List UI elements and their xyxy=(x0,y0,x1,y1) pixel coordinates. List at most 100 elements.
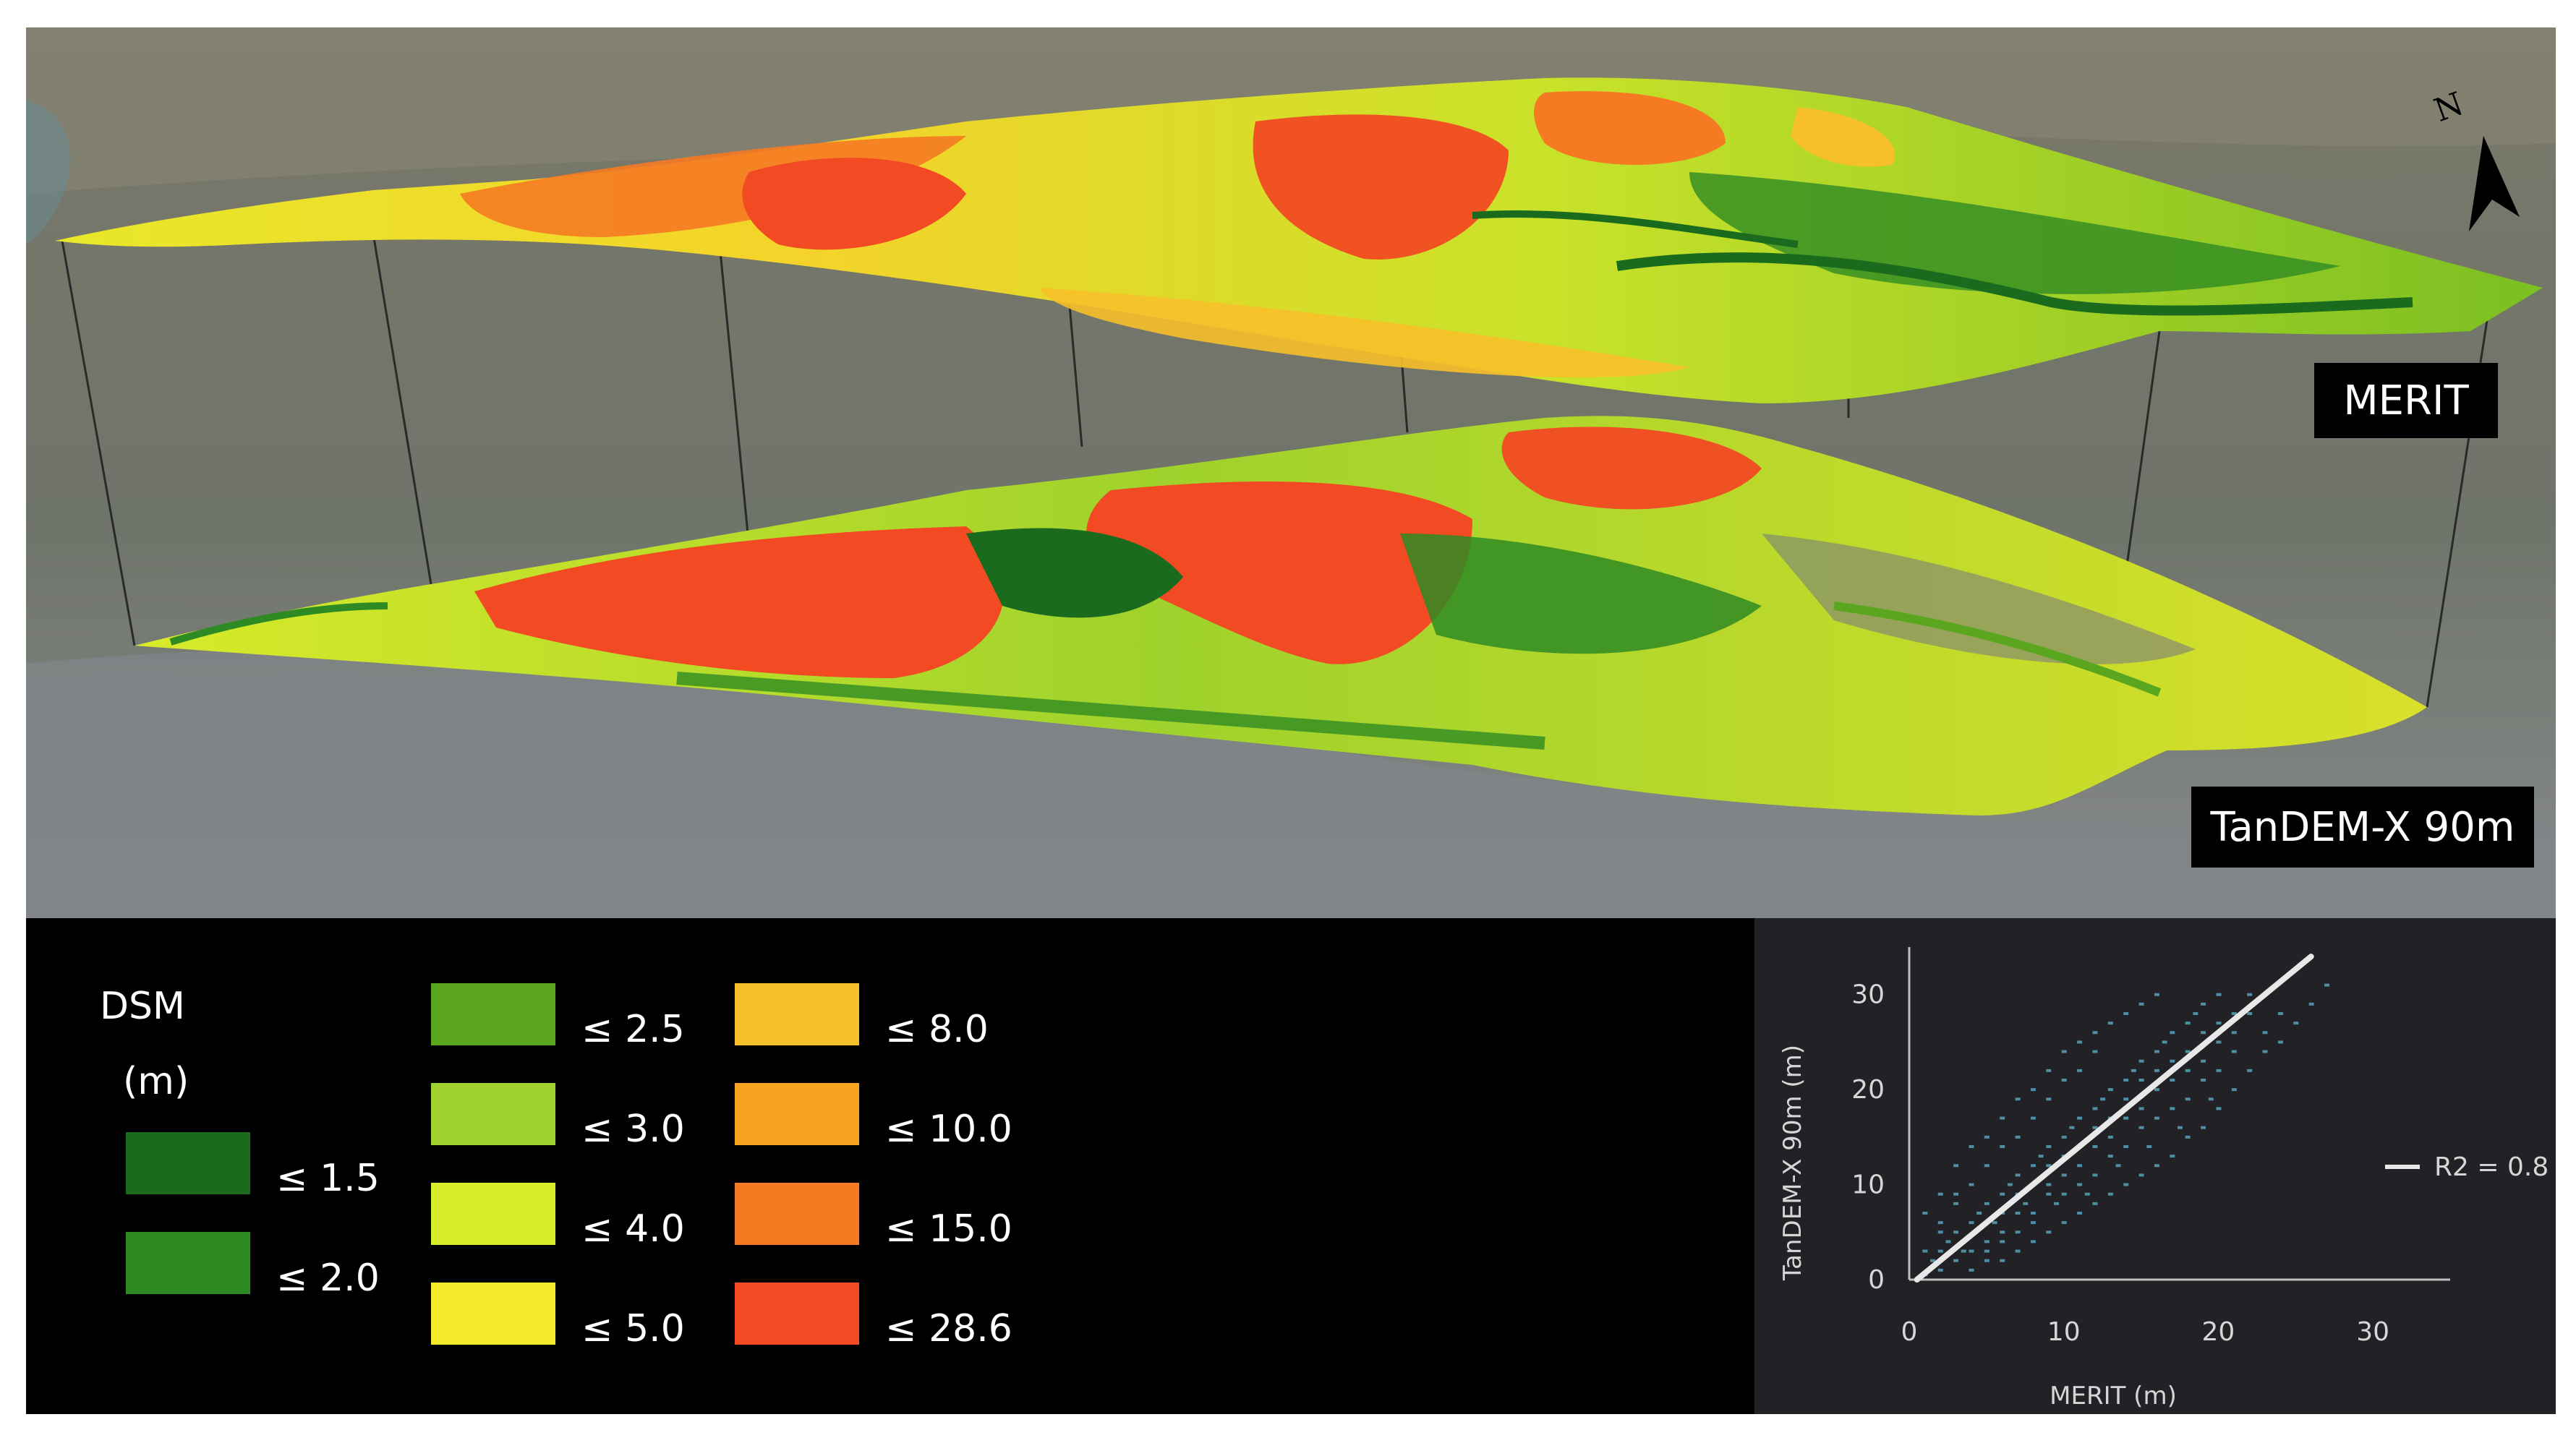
merit-dsm-layer xyxy=(55,77,2543,404)
scatter-point xyxy=(2231,1050,2237,1053)
scatter-point xyxy=(2262,1050,2268,1053)
scatter-point xyxy=(2185,1097,2191,1101)
scatter-point xyxy=(2262,1031,2268,1035)
scatter-point xyxy=(2185,1135,2191,1139)
legend-label-1-5: ≤ 1.5 xyxy=(276,1157,380,1200)
scatter-point xyxy=(1984,1135,1989,1139)
scatter-point xyxy=(2000,1145,2005,1148)
axis-ticks: 0 10 20 30 0 10 20 30 xyxy=(1851,980,2389,1347)
y-tick-label: 30 xyxy=(1851,980,1885,1010)
scatter-point xyxy=(2154,1164,2159,1168)
scatter-point xyxy=(2030,1116,2036,1120)
scatter-point xyxy=(2107,1135,2113,1139)
scatter-point xyxy=(1953,1192,1959,1196)
scatter-point xyxy=(2054,1202,2060,1205)
scatter-point xyxy=(2123,1145,2129,1148)
scatter-point xyxy=(2231,1031,2237,1035)
scatter-point xyxy=(2123,1079,2129,1082)
scatter-point xyxy=(2061,1050,2067,1053)
scatter-point xyxy=(2131,1069,2136,1072)
scatter-point xyxy=(2069,1126,2075,1129)
scatter-point xyxy=(2107,1155,2113,1158)
scatter-point xyxy=(2138,1126,2144,1129)
scatter-point xyxy=(2030,1088,2036,1092)
scatter-point xyxy=(2293,1022,2299,1025)
scatter-point xyxy=(1984,1164,1989,1168)
legend-swatch-5-0 xyxy=(431,1283,555,1345)
scatter-point xyxy=(2123,1012,2129,1015)
scatter-point xyxy=(1969,1183,1974,1186)
scatter-point xyxy=(1937,1192,1943,1196)
scatter-point xyxy=(2107,1022,2113,1025)
scatter-point xyxy=(1969,1221,1974,1225)
legend-swatch-4-0 xyxy=(431,1183,555,1245)
legend-swatch-1-5 xyxy=(126,1132,250,1194)
scatter-point xyxy=(2015,1097,2021,1101)
scatter-point xyxy=(2092,1126,2098,1129)
scatter-point xyxy=(1992,1221,1997,1225)
legend-swatch-8-0 xyxy=(735,983,859,1045)
scatter-point xyxy=(2123,1097,2129,1101)
x-tick-label: 0 xyxy=(1901,1317,1918,1347)
scatter-point xyxy=(2154,1116,2159,1120)
y-tick-label: 20 xyxy=(1851,1075,1885,1105)
scatter-point xyxy=(2138,1107,2144,1110)
scatter-point xyxy=(2277,1012,2283,1015)
scatter-point xyxy=(2231,1012,2237,1015)
scatter-point xyxy=(2138,1173,2144,1177)
scatter-point xyxy=(2046,1183,2052,1186)
scatter-point xyxy=(1969,1145,1974,1148)
scatter-point xyxy=(2030,1240,2036,1243)
scatter-plot: 0 10 20 30 0 10 20 30 MERIT (m) TanDEM-X 90m (m… xyxy=(1778,947,2549,1410)
scatter-point xyxy=(1984,1259,1989,1262)
scatter-point xyxy=(2077,1212,2083,1215)
scatter-point xyxy=(2046,1069,2052,1072)
scatter-point xyxy=(2007,1183,2013,1186)
scatter-point xyxy=(2170,1059,2175,1063)
scatter-point xyxy=(2201,1031,2206,1035)
regression-line xyxy=(1914,954,2314,1283)
scatter-point xyxy=(1969,1268,1974,1272)
scatter-point xyxy=(2324,983,2330,987)
scatter-point xyxy=(2138,1059,2144,1063)
scatter-point xyxy=(2138,1079,2144,1082)
scatter-point xyxy=(1953,1230,1959,1234)
regression-legend-label: R2 = 0.8 xyxy=(2434,1152,2549,1182)
scatter-point xyxy=(2077,1164,2083,1168)
scatter-point xyxy=(2216,1069,2222,1072)
scatter-point xyxy=(2000,1259,2005,1262)
scatter-point xyxy=(2061,1173,2067,1177)
scatter-point xyxy=(2061,1221,2067,1225)
x-tick-label: 10 xyxy=(2047,1317,2081,1347)
scatter-point xyxy=(2092,1107,2098,1110)
scatter-point xyxy=(2046,1164,2052,1168)
x-tick-label: 20 xyxy=(2202,1317,2235,1347)
scatter-point xyxy=(1976,1212,1982,1215)
scatter-point xyxy=(2216,1040,2222,1044)
scatter-point xyxy=(2170,1031,2175,1035)
sea-area xyxy=(26,648,2556,918)
scatter-point xyxy=(2154,993,2159,996)
legend-label-4-0: ≤ 4.0 xyxy=(581,1207,685,1251)
scatter-point xyxy=(2015,1135,2021,1139)
scatter-points xyxy=(1922,983,2330,1277)
scatter-point xyxy=(2178,1126,2183,1129)
legend-label-15-0: ≤ 15.0 xyxy=(885,1207,1012,1251)
scatter-point xyxy=(2046,1097,2052,1101)
scatter-point xyxy=(2038,1155,2044,1158)
scatter-point xyxy=(2123,1183,2129,1186)
scatter-point xyxy=(2061,1079,2067,1082)
scatter-point xyxy=(2107,1088,2113,1092)
scatter-point xyxy=(2077,1069,2083,1072)
scatter-point xyxy=(2015,1249,2021,1253)
scatter-point xyxy=(2185,1050,2191,1053)
legend-label-28-6: ≤ 28.6 xyxy=(885,1307,1012,1350)
scatter-point xyxy=(1953,1202,1959,1205)
scatter-point xyxy=(2193,1012,2198,1015)
scatter-point xyxy=(2247,1069,2253,1072)
scatter-point xyxy=(2154,1088,2159,1092)
scatter-point xyxy=(2046,1192,2052,1196)
scatter-point xyxy=(2115,1164,2121,1168)
merit-layer-label: MERIT xyxy=(2314,363,2498,438)
tandem-x-layer-label: TanDEM-X 90m xyxy=(2191,787,2534,868)
